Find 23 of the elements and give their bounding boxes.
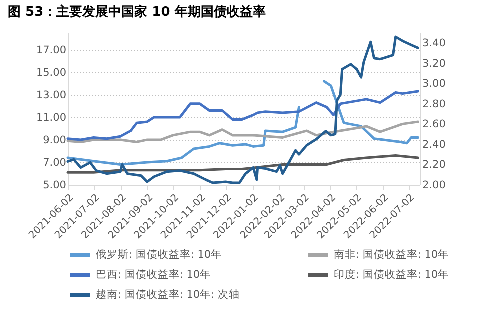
legend-label: 越南: 国债收益率: 10年: 次轴 bbox=[96, 288, 240, 301]
legend-label: 南非: 国债收益率: 10年 bbox=[334, 248, 450, 261]
chart-title: 图 53：主要发展中国家 10 年期国债收益率 bbox=[8, 4, 266, 20]
y2-tick-label: 3.20 bbox=[422, 58, 446, 70]
y2-tick-label: 3.00 bbox=[422, 78, 446, 90]
y-tick-label: 15.00 bbox=[36, 66, 66, 79]
legend-label: 印度: 国债收益率: 10年 bbox=[334, 268, 450, 281]
y2-tick-label: 2.60 bbox=[422, 118, 446, 131]
y2-tick-label: 2.40 bbox=[422, 138, 446, 151]
y-tick-label: 7.00 bbox=[43, 156, 66, 169]
y-tick-label: 17.00 bbox=[36, 44, 66, 56]
legend-label: 巴西: 国债收益率: 10年 bbox=[96, 268, 212, 281]
y-tick-label: 9.00 bbox=[43, 134, 66, 146]
legend-label: 俄罗斯: 国债收益率: 10年 bbox=[96, 248, 222, 261]
y-tick-label: 5.00 bbox=[43, 180, 66, 192]
y2-tick-label: 2.00 bbox=[422, 180, 446, 192]
y-tick-label: 11.00 bbox=[36, 112, 66, 124]
y2-tick-label: 3.40 bbox=[422, 38, 446, 50]
y-tick-label: 13.00 bbox=[36, 89, 66, 102]
y2-tick-label: 2.20 bbox=[422, 159, 446, 172]
y2-tick-label: 2.80 bbox=[422, 98, 446, 110]
line-series bbox=[66, 120, 420, 144]
line-series bbox=[66, 90, 420, 142]
